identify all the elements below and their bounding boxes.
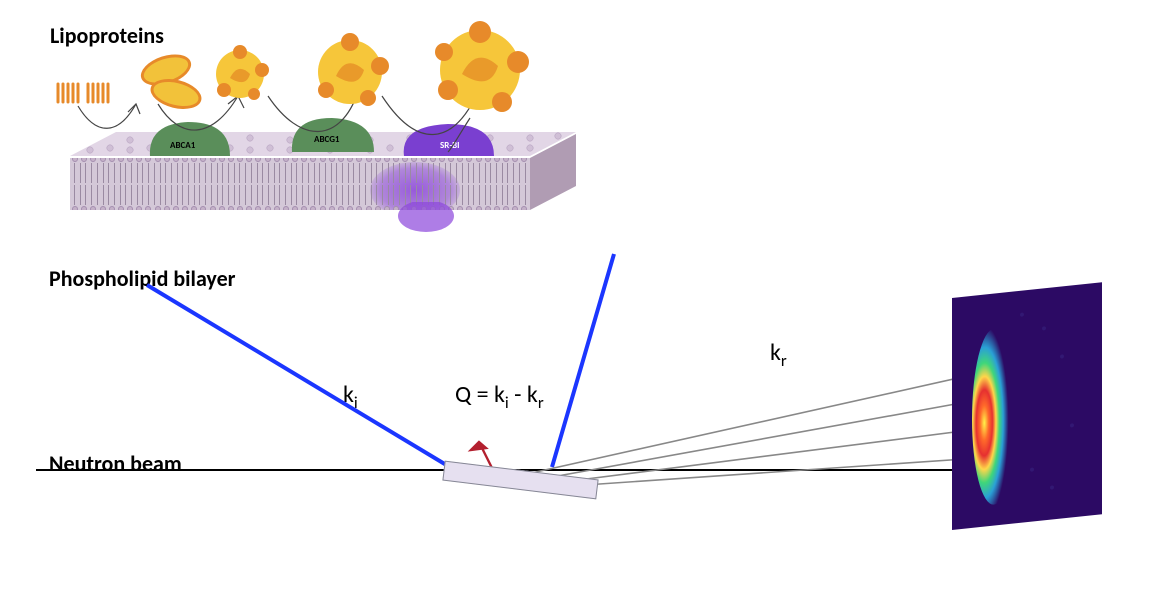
label-phospholipid-bilayer: Phospholipid bilayer xyxy=(49,265,236,292)
label-Q: Q = ki - kr xyxy=(455,380,544,413)
nascent-hdl-disc-2 xyxy=(147,74,204,114)
hdl-particle-large xyxy=(430,18,540,128)
apolipoprotein-helix-2 xyxy=(86,82,116,106)
hdl-particle-medium xyxy=(310,30,400,120)
phospholipid-bilayer-3d: ABCA1 ABCG1 SR-BI xyxy=(70,158,576,238)
label-kr: kr xyxy=(770,338,787,371)
srbi-lower-lobe xyxy=(392,202,472,242)
detector-heatmap xyxy=(952,282,1102,530)
label-ki: ki xyxy=(343,380,358,413)
hdl-particle-small xyxy=(210,44,280,114)
label-neutron-beam: Neutron beam xyxy=(49,450,182,477)
protein-srbi-label: SR-BI xyxy=(440,140,460,151)
protein-abcg1-label: ABCG1 xyxy=(314,134,340,145)
label-lipoproteins: Lipoproteins xyxy=(50,22,164,49)
sample-substrate xyxy=(442,461,598,500)
ki-beam xyxy=(147,285,458,472)
kr-beam xyxy=(552,254,614,467)
detector-panel xyxy=(952,282,1102,530)
reflected-ray-fan xyxy=(518,370,994,485)
diagram-stage: { "canvas": { "width": 1149, "height": 6… xyxy=(0,0,1149,611)
protein-abca1-label: ABCA1 xyxy=(170,140,195,151)
bilayer-side-face xyxy=(528,132,588,222)
apolipoprotein-helix-1 xyxy=(56,82,86,106)
